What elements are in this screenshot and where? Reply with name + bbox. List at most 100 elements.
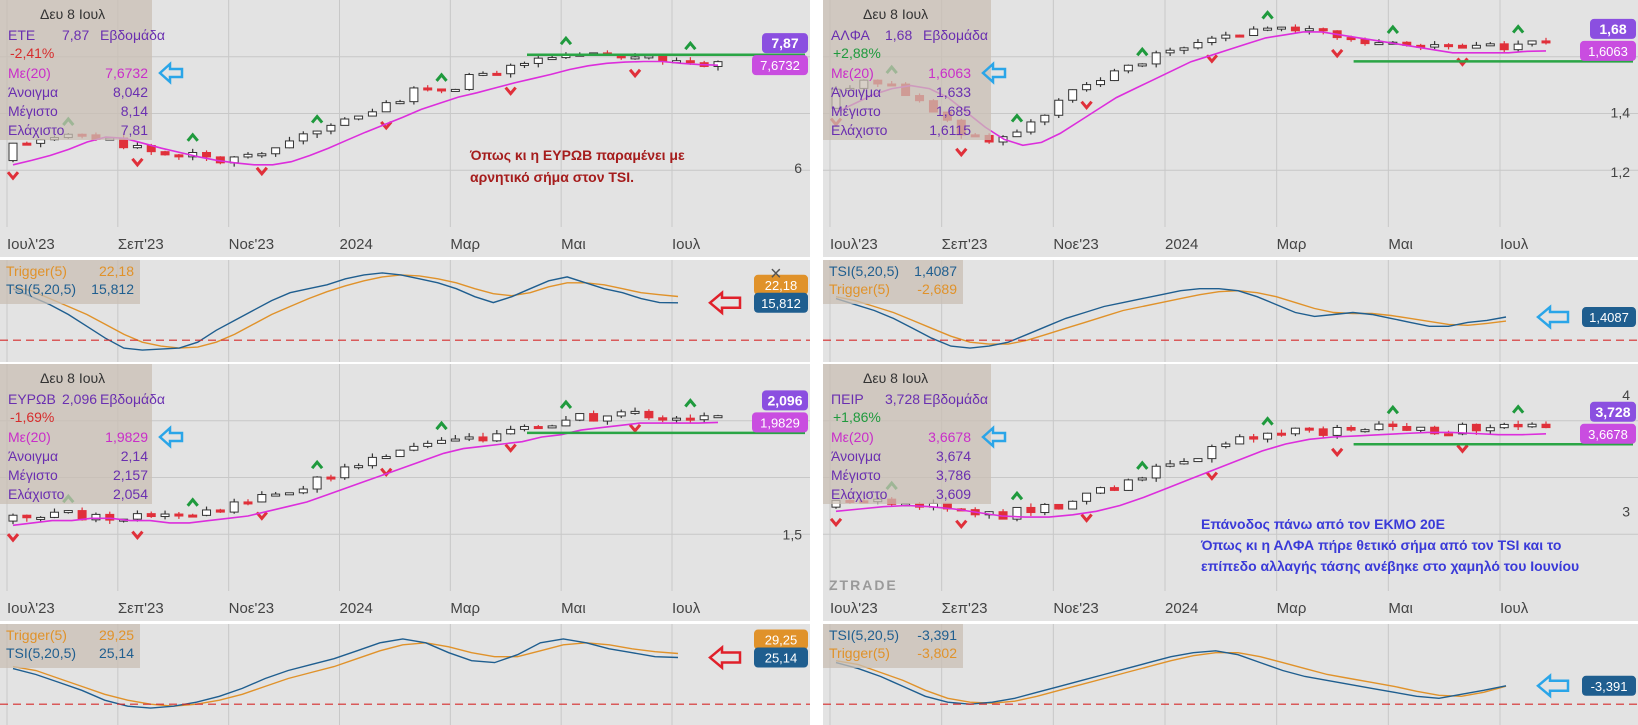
- candle: [160, 513, 170, 518]
- candle: [132, 513, 142, 520]
- candle: [1207, 446, 1217, 460]
- info-box: Δευ 8 Ιουλ ΑΛΦΑ 1,68 Εβδομάδα +2,88% Με(20) 1,…: [823, 0, 991, 140]
- oscillator-legend-label: Trigger(5): [6, 263, 67, 279]
- badge-bg: [754, 647, 808, 668]
- sell-signal-icon: [255, 511, 268, 521]
- candle: [506, 428, 516, 435]
- oscillator-legend-value: 29,25: [99, 627, 134, 643]
- info-low: 1,6115: [929, 122, 971, 138]
- oscillator-legend: Trigger(5) 29,25 TSI(5,20,5) 25,14: [0, 624, 140, 668]
- info-high: 3,786: [936, 467, 971, 483]
- tsi-line: [835, 288, 1507, 349]
- panel-ete: Ιουλ'23Σεπ'23Νοε'232024ΜαρΜαιΙουλ867,877…: [0, 0, 810, 362]
- sell-signal-icon: [628, 423, 642, 434]
- sell-signal-icon: [829, 517, 843, 528]
- tsi-line: [12, 272, 679, 351]
- candle: [36, 139, 46, 144]
- x-tick-label: Νοε'23: [1053, 600, 1098, 617]
- info-open-label: Άνοιγμα: [831, 448, 881, 464]
- info-box: Δευ 8 Ιουλ ΕΤΕ 7,87 Εβδομάδα -2,41% Με(20) 7,6…: [0, 0, 165, 140]
- info-date: Δευ 8 Ιουλ: [863, 370, 928, 386]
- x-tick-label: Μαι: [1388, 236, 1413, 253]
- candle: [1527, 40, 1537, 45]
- arrow-left-icon: [981, 425, 1007, 449]
- candle: [533, 426, 543, 430]
- info-high-label: Μέγιστο: [8, 103, 58, 119]
- oscillator-legend-value: 22,18: [99, 263, 134, 279]
- info-open: 8,042: [113, 84, 148, 100]
- candle: [575, 413, 585, 421]
- close-icon[interactable]: ×: [770, 263, 782, 285]
- oscillator-legend-value: -3,802: [917, 645, 957, 661]
- ma-badge-text: 1,9829: [760, 415, 800, 430]
- candle: [630, 410, 640, 414]
- candle: [36, 516, 46, 520]
- candle: [1541, 40, 1551, 44]
- candle: [1249, 436, 1259, 440]
- ma-badge-bg: [1580, 40, 1636, 61]
- candle: [1402, 426, 1412, 431]
- trigger-line: [12, 274, 679, 349]
- candle: [1151, 465, 1161, 479]
- candle: [1444, 44, 1454, 48]
- ma-badge-bg: [752, 412, 808, 433]
- candle: [713, 415, 723, 419]
- x-tick-label: 2024: [340, 600, 373, 617]
- buy-signal-icon: [1136, 460, 1149, 470]
- candle: [1193, 458, 1203, 463]
- x-tick-label: 2024: [1165, 236, 1198, 253]
- candle: [1012, 131, 1022, 138]
- x-tick-label: Μαρ: [450, 236, 480, 253]
- time-axis: [0, 591, 810, 621]
- info-high: 8,14: [121, 103, 148, 119]
- x-tick-label: Ιουλ'23: [830, 600, 878, 617]
- candle: [284, 140, 294, 149]
- x-tick-label: Μαρ: [1277, 600, 1307, 617]
- sell-signal-icon: [1080, 513, 1093, 523]
- candle: [492, 72, 502, 76]
- time-axis: [823, 227, 1638, 257]
- ma-badge: 1,9829: [752, 412, 808, 433]
- price-badge-text: 2,096: [767, 392, 802, 408]
- arrow-left-icon: [981, 61, 1007, 85]
- candle: [464, 74, 474, 90]
- candle: [699, 415, 709, 421]
- candle: [49, 511, 59, 518]
- tsi-badge: 25,14: [754, 647, 808, 668]
- candle: [1040, 503, 1050, 514]
- buy-signal-icon: [186, 132, 199, 142]
- candle: [132, 144, 142, 149]
- candle: [22, 514, 32, 519]
- annotation-text: αρνητικό σήμα στον TSI.: [470, 169, 634, 185]
- candle: [492, 433, 502, 442]
- candle: [1332, 426, 1342, 436]
- x-tick-label: Σεπ'23: [118, 236, 164, 253]
- y-tick-label: 6: [794, 160, 802, 176]
- buy-signal-icon: [1261, 416, 1274, 426]
- candle: [1485, 427, 1495, 432]
- tsi-badge: 15,812: [754, 292, 808, 313]
- candle: [533, 57, 543, 64]
- candle: [1485, 43, 1495, 47]
- price-badge: 1,68: [1590, 18, 1636, 39]
- x-tick-label: Ιουλ'23: [7, 600, 55, 617]
- candle: [1235, 436, 1245, 445]
- info-box-bg: [823, 364, 991, 504]
- badge-bg: [1582, 307, 1636, 328]
- arrow-left-icon: [158, 425, 184, 449]
- candle: [644, 410, 654, 419]
- info-box-bg: [0, 0, 152, 140]
- candle: [1374, 423, 1384, 431]
- candle: [1193, 42, 1203, 49]
- candle: [464, 436, 474, 440]
- sell-signal-icon: [6, 171, 20, 181]
- price-badge-bg: [1590, 401, 1636, 422]
- tsi-line: [835, 650, 1507, 705]
- info-high-label: Μέγιστο: [831, 467, 881, 483]
- candle: [658, 55, 668, 62]
- candle: [243, 153, 253, 158]
- x-tick-label: Ιουλ: [1500, 236, 1529, 253]
- info-ma-label: Με(20): [831, 65, 874, 81]
- panel-alpha: Ιουλ'23 Σεπ'23 Νοε'23 2024 Μαρ Μαι Ιουλ 1,4 1,2 1…: [823, 0, 1638, 362]
